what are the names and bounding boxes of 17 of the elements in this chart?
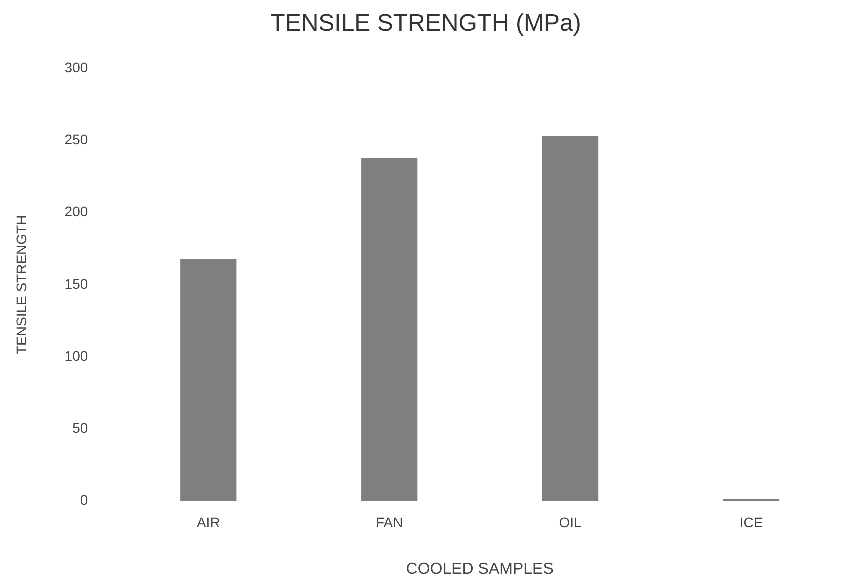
y-tick-label: 100 — [64, 348, 88, 364]
y-tick-label: 0 — [80, 492, 88, 508]
x-tick-label: AIR — [196, 514, 220, 530]
y-tick-label: 250 — [64, 132, 88, 148]
y-tick-label: 300 — [64, 60, 88, 76]
bar — [362, 158, 418, 501]
x-tick-label: FAN — [376, 514, 404, 530]
x-axis-title: COOLED SAMPLES — [406, 560, 554, 578]
y-tick-label: 200 — [64, 204, 88, 220]
y-tick-label: 50 — [72, 420, 88, 436]
y-tick-label: 150 — [64, 276, 88, 292]
chart-title: TENSILE STRENGTH (MPa) — [270, 10, 582, 38]
bar — [180, 258, 237, 501]
bar — [542, 136, 599, 501]
x-tick-label: ICE — [740, 514, 764, 530]
x-tick-label: OIL — [559, 514, 582, 530]
y-axis-title: TENSILE STRENGTH — [13, 215, 30, 355]
